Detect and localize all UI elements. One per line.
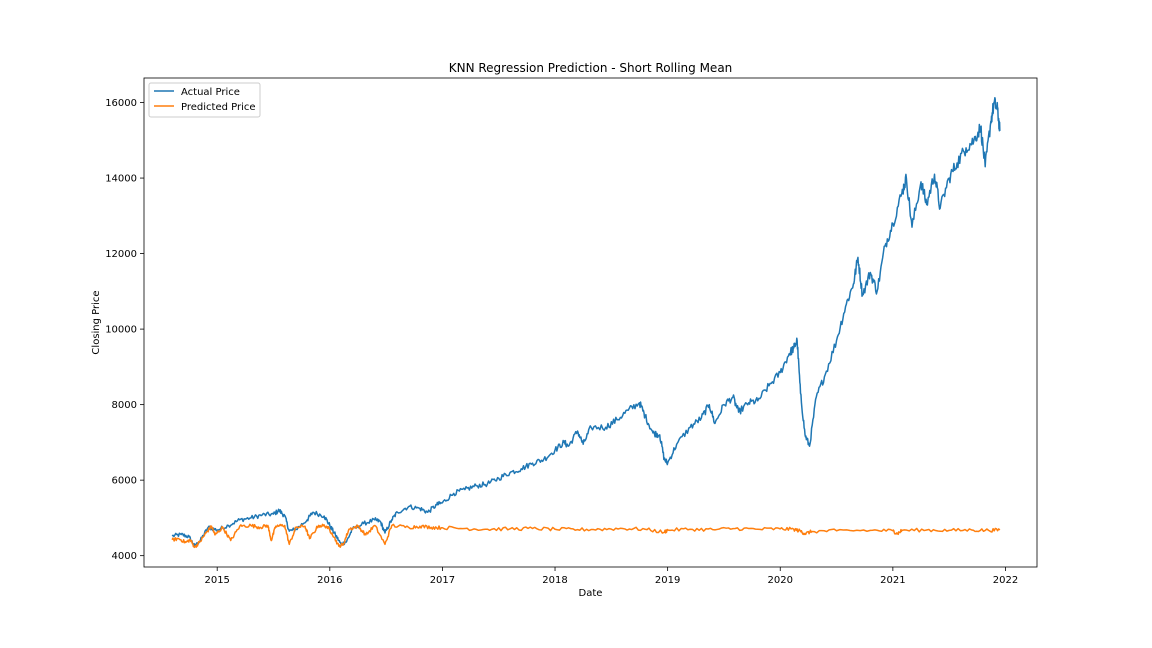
x-tick-label: 2016 (317, 575, 342, 586)
y-tick-label: 16000 (105, 98, 137, 109)
series-group (171, 96, 1001, 549)
y-tick-label: 6000 (112, 476, 137, 487)
legend-label-predicted: Predicted Price (181, 102, 256, 113)
y-tick-label: 8000 (112, 400, 137, 411)
chart-title: KNN Regression Prediction - Short Rollin… (449, 61, 733, 75)
y-tick-label: 14000 (105, 174, 137, 185)
x-tick-label: 2020 (768, 575, 793, 586)
x-tick-label: 2018 (542, 575, 567, 586)
legend-box (148, 82, 261, 118)
y-tick-label: 4000 (112, 551, 137, 562)
y-axis-label: Closing Price (91, 290, 102, 354)
y-tick-label: 10000 (105, 325, 137, 336)
y-axis: 4000 6000 8000 10000 12000 14000 16000 (105, 98, 144, 562)
plot-frame (143, 77, 1038, 568)
x-tick-label: 2021 (880, 575, 905, 586)
x-tick-label: 2019 (655, 575, 680, 586)
legend: Actual Price Predicted Price (148, 82, 261, 118)
x-tick-label: 2017 (430, 575, 455, 586)
series-line-actual-price (171, 96, 1001, 547)
series-line-predicted-price (171, 523, 1001, 549)
x-axis: 2015 2016 2017 2018 2019 2020 2021 2022 (204, 567, 1018, 586)
x-axis-label: Date (579, 588, 603, 599)
y-tick-label: 12000 (105, 249, 137, 260)
legend-label-actual: Actual Price (181, 87, 240, 98)
x-tick-label: 2022 (993, 575, 1018, 586)
x-tick-label: 2015 (204, 575, 229, 586)
